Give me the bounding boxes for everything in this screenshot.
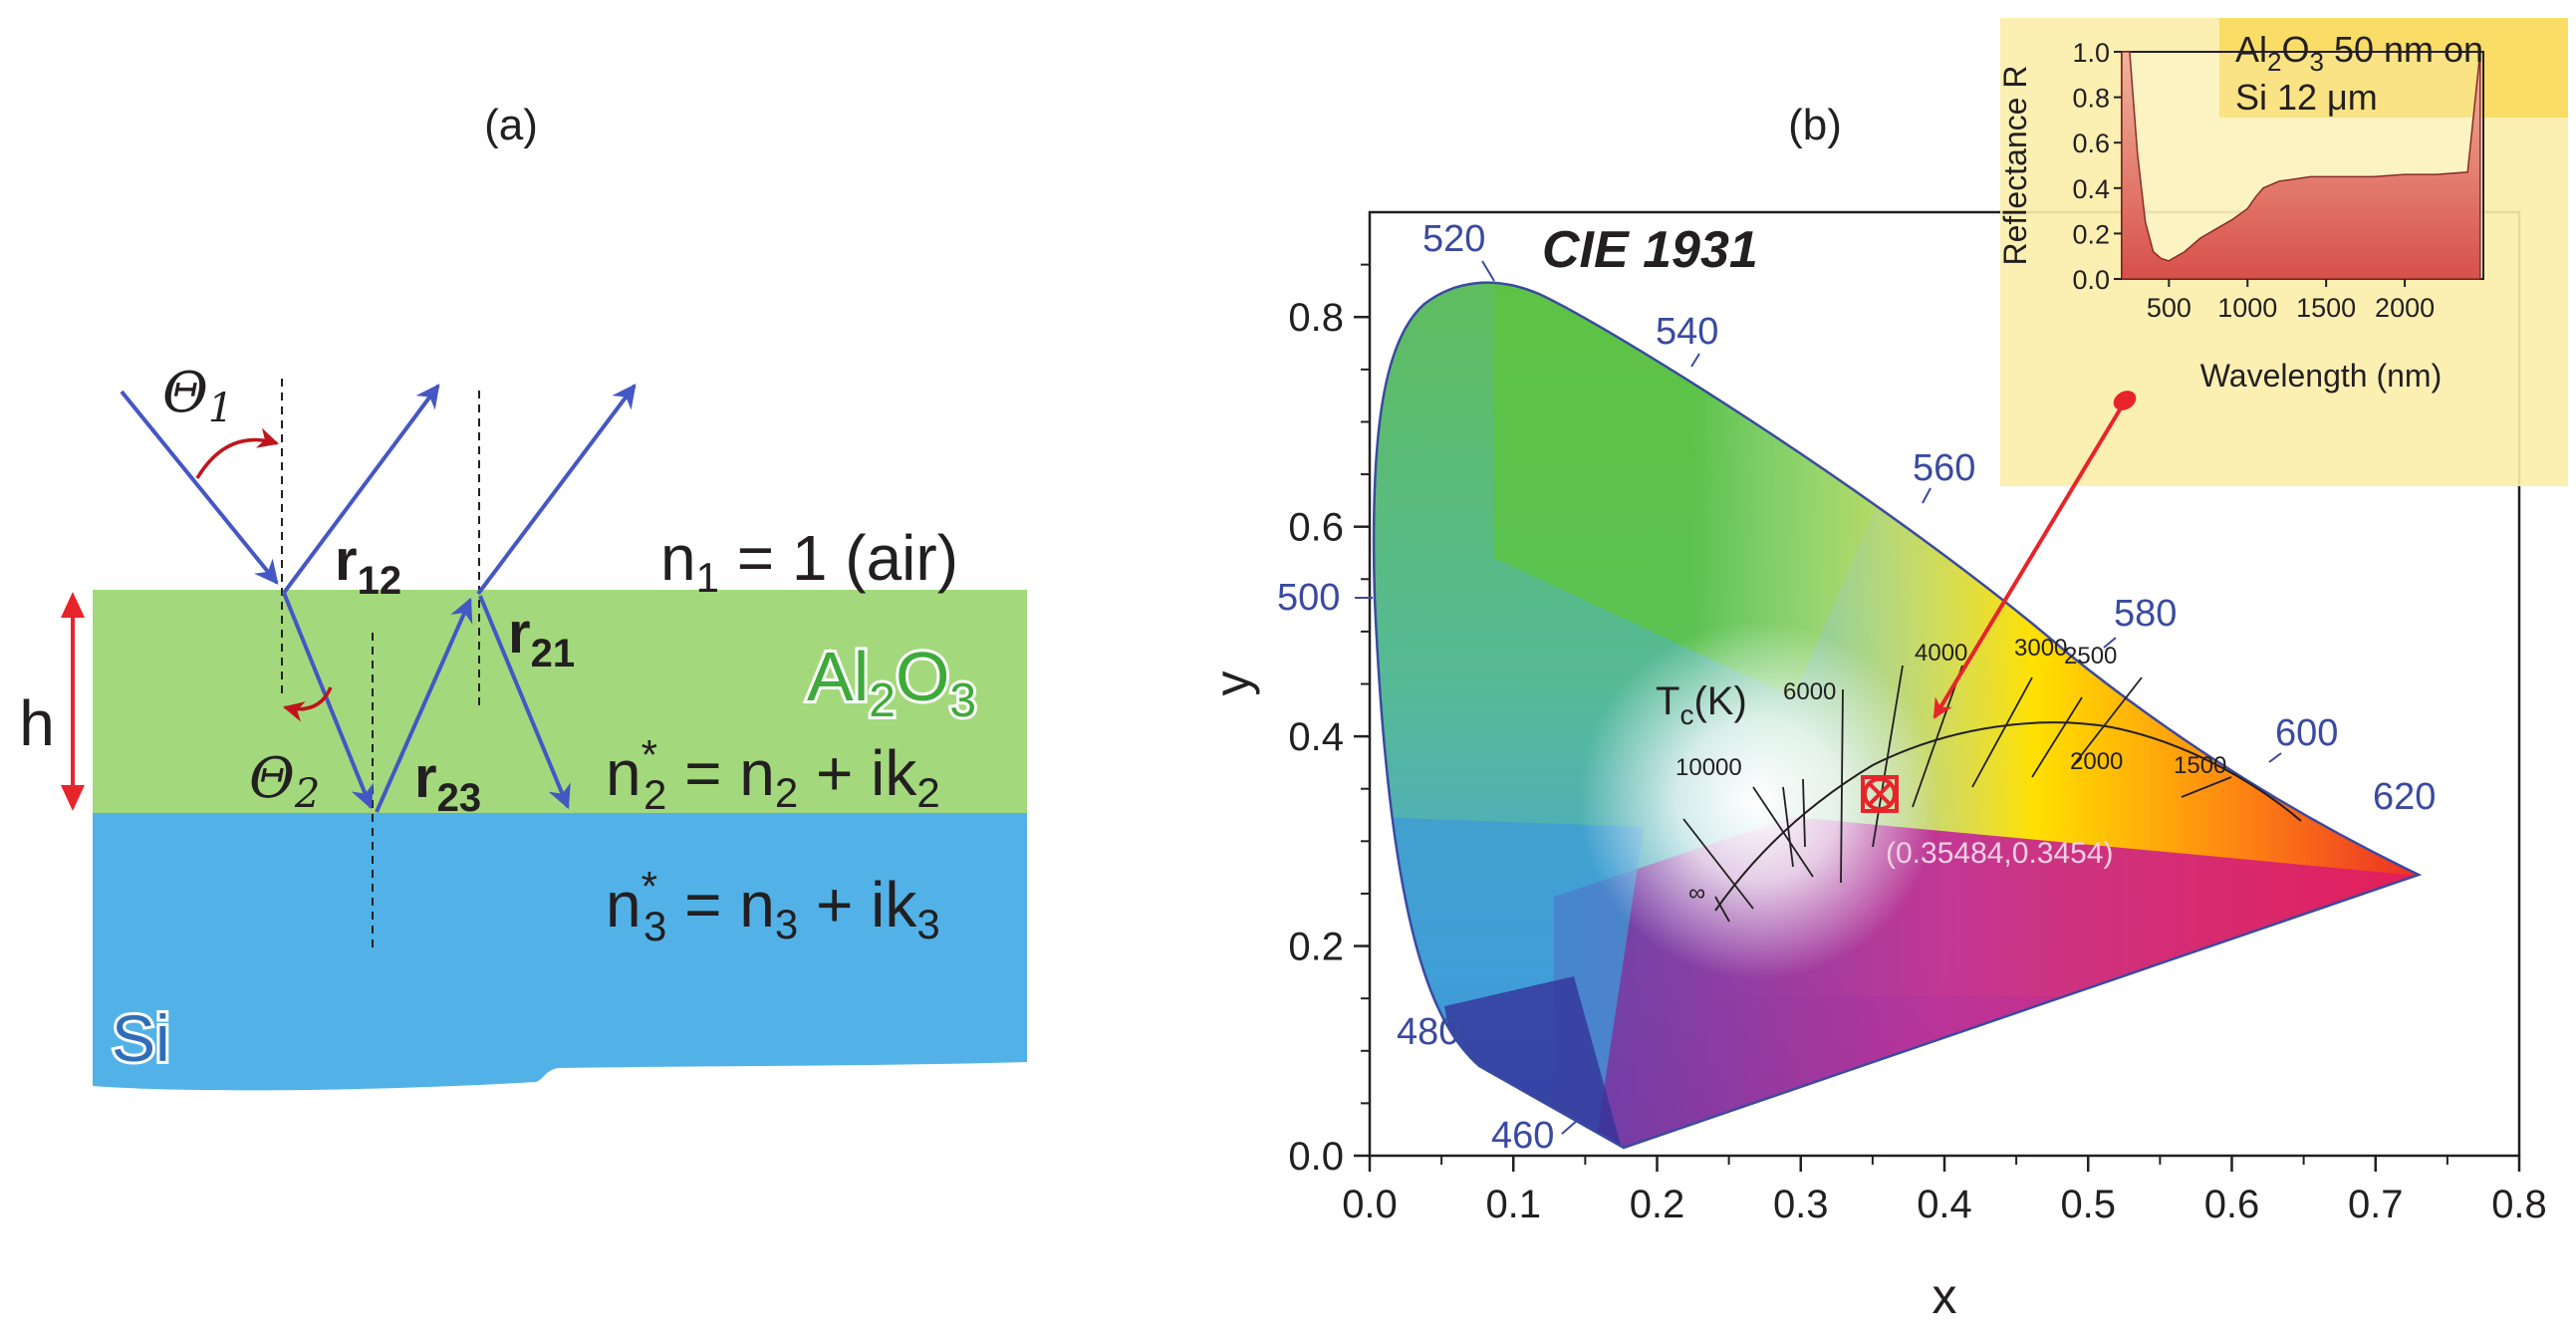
al2o3-layer bbox=[93, 590, 1027, 813]
x-tick-label: 0.4 bbox=[1917, 1183, 1972, 1226]
panel-b: (b) bbox=[1204, 18, 2568, 1324]
inset-y-tick-label: 0.8 bbox=[2072, 84, 2110, 114]
wl-480: 480 bbox=[1397, 1011, 1459, 1053]
x-tick-label: 0.8 bbox=[2491, 1183, 2547, 1226]
wl-580: 580 bbox=[2114, 593, 2177, 635]
inset-y-tick-label: 0.0 bbox=[2072, 265, 2110, 295]
al2o3-label: Al2O3 bbox=[807, 638, 976, 727]
theta1-arc bbox=[195, 427, 280, 479]
wl-460: 460 bbox=[1491, 1115, 1554, 1157]
y-tick-label: 0.6 bbox=[1288, 506, 1344, 550]
panel-a: (a) h Θ1 Θ2 r12 bbox=[19, 101, 1027, 1091]
panel-a-label: (a) bbox=[484, 101, 538, 149]
incident-ray bbox=[120, 390, 279, 585]
h-label: h bbox=[19, 687, 55, 759]
pointer-origin-dot bbox=[2113, 391, 2137, 410]
transmitted-ray-r21 bbox=[476, 384, 637, 596]
wl-600: 600 bbox=[2275, 712, 2338, 754]
x-tick-label: 0.6 bbox=[2204, 1183, 2260, 1226]
si-layer bbox=[93, 813, 1027, 1091]
n3-label: n* 3 = n3 + ik3 bbox=[606, 863, 940, 949]
reflected-ray-r12 bbox=[282, 384, 440, 595]
temp-3000: 3000 bbox=[2014, 635, 2067, 662]
inset-x-tick-label: 1500 bbox=[2296, 293, 2356, 323]
inset-reflectance-area bbox=[2121, 51, 2481, 280]
temp-10000: 10000 bbox=[1675, 754, 1742, 781]
inset-x-tick-label: 500 bbox=[2147, 293, 2191, 323]
x-tick-label: 0.7 bbox=[2348, 1183, 2404, 1226]
temp-1500: 1500 bbox=[2174, 752, 2226, 779]
pointer-arrow bbox=[1932, 404, 2124, 719]
r12-label: r12 bbox=[335, 528, 401, 603]
x-tick-label: 0.1 bbox=[1485, 1183, 1541, 1226]
r23-label: r23 bbox=[414, 745, 481, 820]
wl-500: 500 bbox=[1277, 577, 1340, 619]
inset-x-label: Wavelength (nm) bbox=[2200, 358, 2442, 394]
chart-title: CIE 1931 bbox=[1542, 221, 1758, 279]
inset-y-ticks: 1.0 0.8 0.6 0.4 0.2 0.0 bbox=[2072, 38, 2122, 295]
x-tick-label: 0.2 bbox=[1630, 1183, 1685, 1226]
wl-560: 560 bbox=[1913, 447, 1975, 489]
color-point-label: (0.35484,0.3454) bbox=[1886, 837, 2114, 870]
inset-y-label: Reflectance R bbox=[1997, 66, 2033, 266]
temp-4000: 4000 bbox=[1915, 640, 1967, 667]
refracted-ray-down bbox=[282, 592, 375, 810]
y-tick-label: 0.4 bbox=[1288, 715, 1344, 759]
y-tick-label: 0.0 bbox=[1288, 1135, 1344, 1179]
inset-legend-line2: Si 12 μm bbox=[2235, 77, 2378, 118]
temp-infinity: ∞ bbox=[1688, 880, 1705, 907]
x-tick-label: 0.3 bbox=[1773, 1183, 1829, 1226]
spectral-locus-outline bbox=[1372, 281, 2423, 1150]
wavelength-ticks bbox=[1355, 260, 2282, 1135]
inset-legend-background bbox=[2219, 18, 2568, 118]
theta2-arc bbox=[282, 686, 333, 722]
temperature-labels: 10000 6000 4000 3000 2500 2000 1500 ∞ bbox=[1675, 635, 2226, 907]
n1-label: n1 = 1 (air) bbox=[660, 522, 958, 601]
inset-x-tick-label: 1000 bbox=[2217, 293, 2277, 323]
inset-y-tick-label: 1.0 bbox=[2072, 38, 2110, 68]
reflected-ray-r23 bbox=[375, 597, 473, 813]
panel-b-label: (b) bbox=[1788, 101, 1842, 149]
n2-label: n* 2 = n2 + ik2 bbox=[606, 731, 940, 818]
x-axis-ticks: 0.0 0.1 0.2 0.3 0.4 0.5 0.6 0.7 0.8 bbox=[1342, 1156, 2547, 1226]
tc-label: Tc(K) bbox=[1656, 679, 1747, 730]
wavelength-labels: 520 540 560 580 600 620 500 480 460 bbox=[1277, 218, 2436, 1157]
temp-2500: 2500 bbox=[2064, 643, 2117, 670]
inset-y-tick-label: 0.6 bbox=[2072, 129, 2110, 158]
x-tick-label: 0.0 bbox=[1342, 1183, 1398, 1226]
theta1-label: Θ1 bbox=[162, 361, 233, 431]
y-axis-ticks: 0.0 0.2 0.4 0.6 0.8 bbox=[1288, 263, 1370, 1179]
y-axis-label: y bbox=[1204, 671, 1260, 696]
color-point-marker bbox=[1861, 775, 1899, 813]
light-rays bbox=[120, 384, 637, 813]
temp-2000: 2000 bbox=[2070, 748, 2123, 775]
isotemperature-lines bbox=[1682, 665, 2232, 923]
reflectance-inset: 1.0 0.8 0.6 0.4 0.2 0.0 500 1000 1500 2000 Refle… bbox=[1997, 29, 2484, 394]
reflected-ray-r21 bbox=[478, 595, 571, 810]
inset-legend-line1: Al2O3 50 nm on bbox=[2235, 29, 2483, 77]
x-axis-label: x bbox=[1932, 1268, 1957, 1324]
si-label: Si bbox=[112, 1001, 170, 1075]
inset-y-tick-label: 0.4 bbox=[2072, 174, 2110, 204]
y-tick-label: 0.2 bbox=[1288, 926, 1344, 969]
y-tick-label: 0.8 bbox=[1288, 296, 1344, 340]
inset-x-tick-label: 2000 bbox=[2375, 293, 2435, 323]
x-tick-label: 0.5 bbox=[2060, 1183, 2116, 1226]
wl-540: 540 bbox=[1656, 311, 1718, 353]
temp-6000: 6000 bbox=[1783, 678, 1836, 705]
h-thickness-arrow bbox=[61, 592, 85, 811]
r21-label: r21 bbox=[508, 601, 575, 675]
theta2-label: Θ2 bbox=[249, 746, 320, 817]
wl-520: 520 bbox=[1422, 218, 1485, 260]
wl-620: 620 bbox=[2373, 776, 2436, 818]
inset-y-tick-label: 0.2 bbox=[2072, 219, 2110, 249]
inset-x-ticks: 500 1000 1500 2000 bbox=[2147, 279, 2435, 323]
